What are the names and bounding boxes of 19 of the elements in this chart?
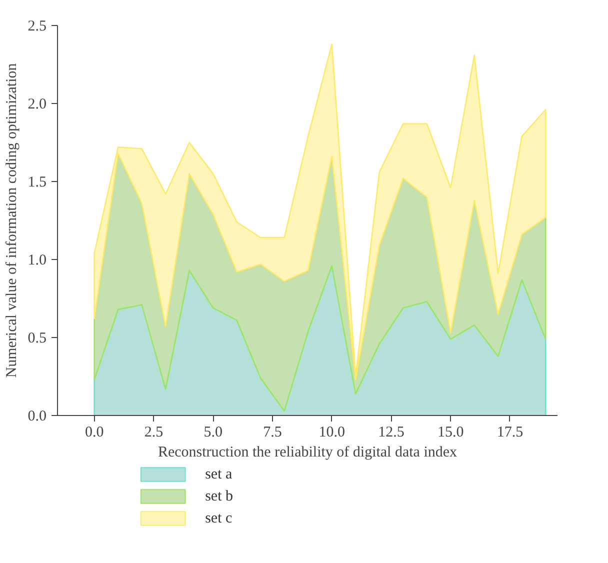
x-axis-title: Reconstruction the reliability of digital data index xyxy=(158,444,458,460)
x-tick-label: 12.5 xyxy=(378,424,404,440)
legend-label: set c xyxy=(205,510,233,526)
y-tick-label: 1.0 xyxy=(28,252,46,268)
y-tick-label: 0.0 xyxy=(28,408,46,424)
y-tick-label: 0.5 xyxy=(28,330,46,346)
y-tick-label: 2.5 xyxy=(28,18,46,34)
legend-label: set b xyxy=(205,488,234,504)
x-tick-label: 7.5 xyxy=(263,424,282,440)
x-tick-label: 0.0 xyxy=(84,424,104,440)
y-tick-label: 2.0 xyxy=(28,96,46,112)
x-tick-label: 17.5 xyxy=(496,424,524,440)
x-tick-label: 10.0 xyxy=(318,424,345,440)
x-tick-label: 2.5 xyxy=(144,424,164,440)
x-tick-label: 5.0 xyxy=(204,424,222,440)
x-tick-label: 15.0 xyxy=(437,424,464,440)
y-tick-label: 1.5 xyxy=(28,174,46,190)
legend-label: set a xyxy=(205,466,233,482)
y-axis-title: Numerical value of information coding optimization xyxy=(4,62,20,378)
